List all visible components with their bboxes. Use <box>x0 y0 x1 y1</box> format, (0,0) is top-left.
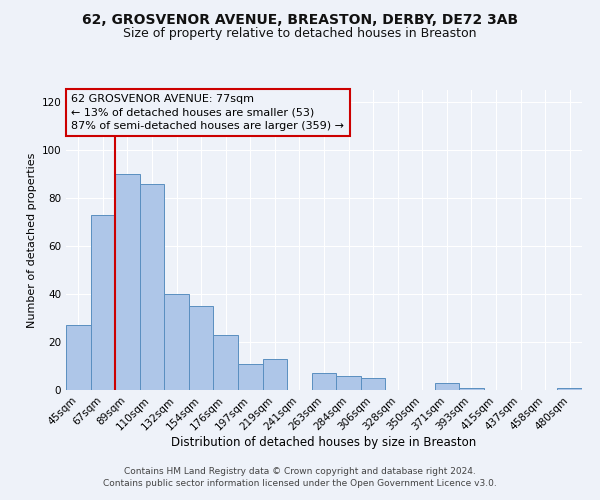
Bar <box>336 376 361 390</box>
Bar <box>189 306 214 390</box>
Bar <box>238 364 263 390</box>
Text: 62, GROSVENOR AVENUE, BREASTON, DERBY, DE72 3AB: 62, GROSVENOR AVENUE, BREASTON, DERBY, D… <box>82 12 518 26</box>
Bar <box>263 359 287 390</box>
Bar <box>214 335 238 390</box>
Bar <box>557 388 582 390</box>
Bar <box>66 325 91 390</box>
Text: Contains HM Land Registry data © Crown copyright and database right 2024.
Contai: Contains HM Land Registry data © Crown c… <box>103 466 497 487</box>
Text: 62 GROSVENOR AVENUE: 77sqm
← 13% of detached houses are smaller (53)
87% of semi: 62 GROSVENOR AVENUE: 77sqm ← 13% of deta… <box>71 94 344 131</box>
Bar <box>115 174 140 390</box>
Bar <box>459 388 484 390</box>
Bar <box>91 215 115 390</box>
Bar <box>434 383 459 390</box>
X-axis label: Distribution of detached houses by size in Breaston: Distribution of detached houses by size … <box>172 436 476 449</box>
Bar <box>140 184 164 390</box>
Bar <box>361 378 385 390</box>
Text: Size of property relative to detached houses in Breaston: Size of property relative to detached ho… <box>123 28 477 40</box>
Bar <box>312 373 336 390</box>
Bar <box>164 294 189 390</box>
Y-axis label: Number of detached properties: Number of detached properties <box>27 152 37 328</box>
